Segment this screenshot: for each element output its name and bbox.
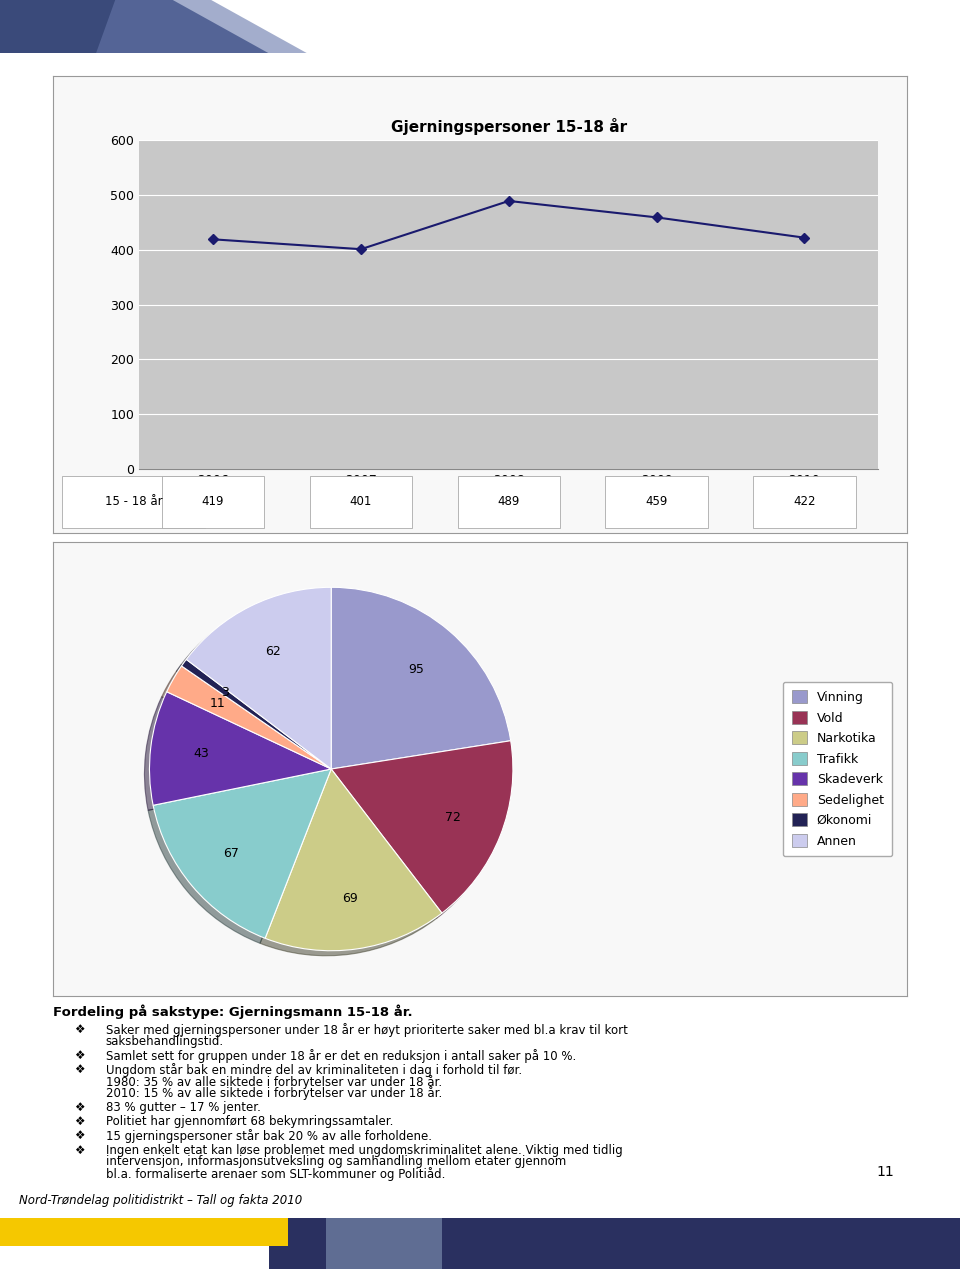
Polygon shape (96, 0, 307, 53)
Wedge shape (331, 741, 513, 914)
Bar (62, 476, 204, 528)
Text: 419: 419 (202, 495, 225, 508)
Wedge shape (331, 588, 511, 769)
Text: Fordeling på sakstype: Gjerningsmann 15-18 år.: Fordeling på sakstype: Gjerningsmann 15-… (53, 1005, 413, 1019)
Text: 15 - 18 år: 15 - 18 år (105, 495, 162, 508)
Text: 401: 401 (349, 495, 372, 508)
Text: 2010: 15 % av alle siktede i forbrytelser var under 18 år.: 2010: 15 % av alle siktede i forbrytelse… (106, 1086, 442, 1100)
Wedge shape (150, 692, 331, 806)
Text: 72: 72 (444, 811, 461, 824)
Text: ❖: ❖ (74, 1100, 84, 1114)
Text: ❖: ❖ (74, 1023, 84, 1036)
Text: Ungdom står bak en mindre del av kriminaliteten i dag i forhold til før.: Ungdom står bak en mindre del av krimina… (106, 1063, 522, 1077)
Bar (606, 476, 708, 528)
Text: 459: 459 (645, 495, 668, 508)
Bar (0, 1218, 288, 1246)
Wedge shape (154, 769, 331, 938)
Wedge shape (265, 769, 442, 950)
Text: saksbehandlingstid.: saksbehandlingstid. (106, 1034, 224, 1047)
Text: 489: 489 (497, 495, 520, 508)
Text: 15 gjerningspersoner står bak 20 % av alle forholdene.: 15 gjerningspersoner står bak 20 % av al… (106, 1129, 432, 1143)
Text: 11: 11 (210, 698, 226, 711)
Text: 95: 95 (408, 664, 424, 676)
Text: 422: 422 (793, 495, 816, 508)
Text: 3: 3 (221, 687, 229, 699)
Title: Gjerningspersoner 15-18 år: Gjerningspersoner 15-18 år (391, 118, 627, 135)
Text: Politiet har gjennomført 68 bekymringssamtaler.: Politiet har gjennomført 68 bekymringssa… (106, 1115, 394, 1128)
Bar (326, 1218, 442, 1269)
Text: 62: 62 (265, 646, 281, 659)
Text: bl.a. formaliserte arenaer som SLT-kommuner og Politiåd.: bl.a. formaliserte arenaer som SLT-kommu… (106, 1166, 445, 1180)
Text: Ingen enkelt etat kan løse problemet med ungdomskriminalitet alene. Viktig med t: Ingen enkelt etat kan løse problemet med… (106, 1143, 622, 1157)
Bar (310, 476, 412, 528)
Legend: Vinning, Vold, Narkotika, Trafikk, Skadeverk, Sedelighet, Økonomi, Annen: Vinning, Vold, Narkotika, Trafikk, Skade… (783, 681, 893, 857)
Text: ❖: ❖ (74, 1063, 84, 1076)
Bar (458, 476, 560, 528)
Wedge shape (181, 660, 331, 769)
Bar (754, 476, 855, 528)
Wedge shape (167, 666, 331, 769)
Text: 11: 11 (876, 1165, 895, 1179)
Text: ❖: ❖ (74, 1143, 84, 1157)
Text: intervensjon, informasjonsutveksling og samhandling mellom etater gjennom: intervensjon, informasjonsutveksling og … (106, 1155, 566, 1169)
Text: ❖: ❖ (74, 1129, 84, 1142)
Text: 67: 67 (223, 846, 239, 860)
Text: 83 % gutter – 17 % jenter.: 83 % gutter – 17 % jenter. (106, 1100, 261, 1114)
Text: ❖: ❖ (74, 1115, 84, 1128)
Text: 69: 69 (342, 892, 357, 905)
Polygon shape (0, 0, 269, 53)
Wedge shape (186, 588, 331, 769)
Text: 1980: 35 % av alle siktede i forbrytelser var under 18 år.: 1980: 35 % av alle siktede i forbrytelse… (106, 1075, 442, 1089)
Bar (162, 476, 264, 528)
Bar (269, 1218, 960, 1269)
Text: ❖: ❖ (74, 1049, 84, 1062)
Text: Nord-Trøndelag politidistrikt – Tall og fakta 2010: Nord-Trøndelag politidistrikt – Tall og … (19, 1194, 302, 1207)
Text: Samlet sett for gruppen under 18 år er det en reduksjon i antall saker på 10 %.: Samlet sett for gruppen under 18 år er d… (106, 1049, 576, 1063)
Text: Saker med gjerningspersoner under 18 år er høyt prioriterte saker med bl.a krav : Saker med gjerningspersoner under 18 år … (106, 1023, 628, 1037)
Text: 43: 43 (193, 747, 209, 760)
